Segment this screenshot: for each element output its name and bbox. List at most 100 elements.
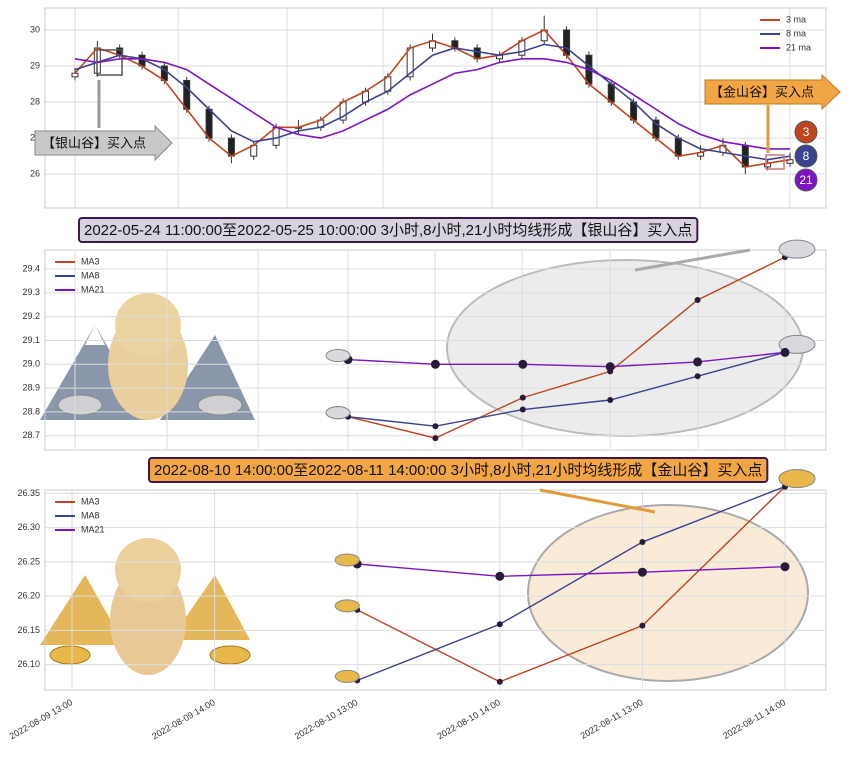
gold-pyramid bbox=[40, 575, 125, 645]
plot-area bbox=[44, 489, 827, 691]
point bbox=[518, 359, 528, 369]
point bbox=[607, 397, 614, 403]
ma-line bbox=[74, 28, 791, 168]
point bbox=[519, 394, 526, 401]
dog-head bbox=[115, 538, 181, 602]
marker-box bbox=[765, 154, 785, 170]
legend-label: 3 ma bbox=[786, 14, 806, 24]
ma-line bbox=[347, 351, 786, 427]
y-tick-label: 28.7 bbox=[22, 430, 40, 440]
ingot bbox=[49, 645, 91, 665]
y-tick-label: 28.8 bbox=[22, 406, 40, 416]
legend-label: 8 ma bbox=[786, 28, 806, 38]
y-tick-label: 26.35 bbox=[17, 488, 40, 498]
pointer-arrow bbox=[539, 488, 656, 514]
y-tick-label: 26.30 bbox=[17, 522, 40, 532]
ma-line bbox=[356, 486, 786, 683]
ma-line bbox=[347, 256, 786, 439]
y-tick-label: 26.25 bbox=[17, 556, 40, 566]
panel: 28.7 28.8 28.9 29.0 29.1 29.2 29.3 29.4 MA3 MA8 MA… bbox=[22, 217, 827, 451]
ingot bbox=[209, 645, 251, 665]
point bbox=[495, 571, 505, 581]
y-tick-label: 29.0 bbox=[22, 359, 40, 369]
y-tick-label: 29.3 bbox=[22, 287, 40, 297]
point bbox=[496, 678, 503, 685]
ingot bbox=[57, 394, 103, 416]
chart-title: 2022-05-24 11:00:00至2022-05-25 10:00:00 … bbox=[84, 222, 692, 239]
chart-title: 2022-08-10 14:00:00至2022-08-11 14:00:00 … bbox=[154, 462, 762, 479]
y-tick-label: 29 bbox=[30, 60, 40, 70]
ingot-icon bbox=[778, 469, 816, 489]
y-tick-label: 30 bbox=[30, 24, 40, 34]
ingot-icon bbox=[334, 669, 360, 683]
pointer-arrow bbox=[634, 248, 751, 272]
ma-badge bbox=[794, 168, 818, 192]
legend-label: MA8 bbox=[81, 510, 100, 520]
highlight-ellipse bbox=[527, 504, 809, 682]
annotation-box bbox=[34, 124, 173, 162]
title-box bbox=[148, 457, 769, 483]
y-tick-label: 28.9 bbox=[22, 382, 40, 392]
point bbox=[496, 621, 503, 628]
point bbox=[639, 622, 646, 629]
title-box bbox=[78, 217, 699, 243]
ingot-icon bbox=[325, 349, 351, 363]
ma-line bbox=[74, 43, 791, 161]
plot-area bbox=[44, 7, 827, 209]
ma-badge bbox=[794, 144, 818, 168]
point bbox=[605, 362, 615, 372]
ingot bbox=[197, 394, 243, 416]
legend-label: MA3 bbox=[81, 256, 100, 266]
legend-label: MA21 bbox=[81, 284, 105, 294]
candle-body bbox=[563, 29, 571, 56]
point bbox=[432, 435, 439, 442]
ma-line bbox=[74, 58, 790, 150]
point bbox=[637, 567, 647, 577]
y-tick-label: 26 bbox=[30, 169, 40, 179]
ma-badge-label: 21 bbox=[799, 173, 813, 187]
ingot-icon bbox=[778, 239, 816, 259]
annotation-box bbox=[704, 73, 841, 111]
point bbox=[780, 347, 790, 357]
point bbox=[432, 423, 439, 430]
point bbox=[693, 357, 703, 367]
point bbox=[430, 359, 440, 369]
ma-badge bbox=[794, 120, 818, 144]
legend-label: MA21 bbox=[81, 524, 105, 534]
annotation: 【金山谷】买入点 bbox=[710, 84, 814, 99]
y-tick-label: 26.10 bbox=[17, 659, 40, 669]
ingot-icon bbox=[778, 334, 816, 354]
dog-head bbox=[115, 293, 181, 357]
legend-label: MA3 bbox=[81, 496, 100, 506]
y-tick-label: 26.15 bbox=[17, 625, 40, 635]
y-tick-label: 29.4 bbox=[22, 263, 40, 273]
ingot-icon bbox=[325, 406, 351, 420]
candle-body bbox=[71, 72, 79, 78]
ma-badge-label: 8 bbox=[803, 149, 810, 163]
ma-line bbox=[356, 485, 786, 682]
point bbox=[519, 406, 526, 413]
y-tick-label: 29.1 bbox=[22, 335, 40, 345]
decorations bbox=[40, 259, 809, 682]
candle-body bbox=[183, 79, 191, 110]
ingot-icon bbox=[334, 553, 360, 567]
marker-box bbox=[96, 49, 123, 76]
y-tick-label: 29.2 bbox=[22, 311, 40, 321]
point bbox=[780, 562, 790, 572]
legend-label: MA8 bbox=[81, 270, 100, 280]
y-tick-label: 28 bbox=[30, 96, 40, 106]
y-tick-label: 26.20 bbox=[17, 591, 40, 601]
highlight-ellipse bbox=[446, 259, 804, 437]
ingot-icon bbox=[334, 599, 360, 613]
point bbox=[639, 539, 646, 546]
legend-label: 21 ma bbox=[786, 42, 811, 52]
ma-line bbox=[357, 563, 786, 578]
ma-badge-label: 3 bbox=[803, 125, 810, 139]
candle-body bbox=[205, 108, 213, 139]
ma-line bbox=[347, 351, 786, 368]
gold-pyramid bbox=[170, 575, 250, 640]
point bbox=[694, 297, 701, 303]
annotation: 【银山谷】买入点 bbox=[42, 135, 146, 150]
